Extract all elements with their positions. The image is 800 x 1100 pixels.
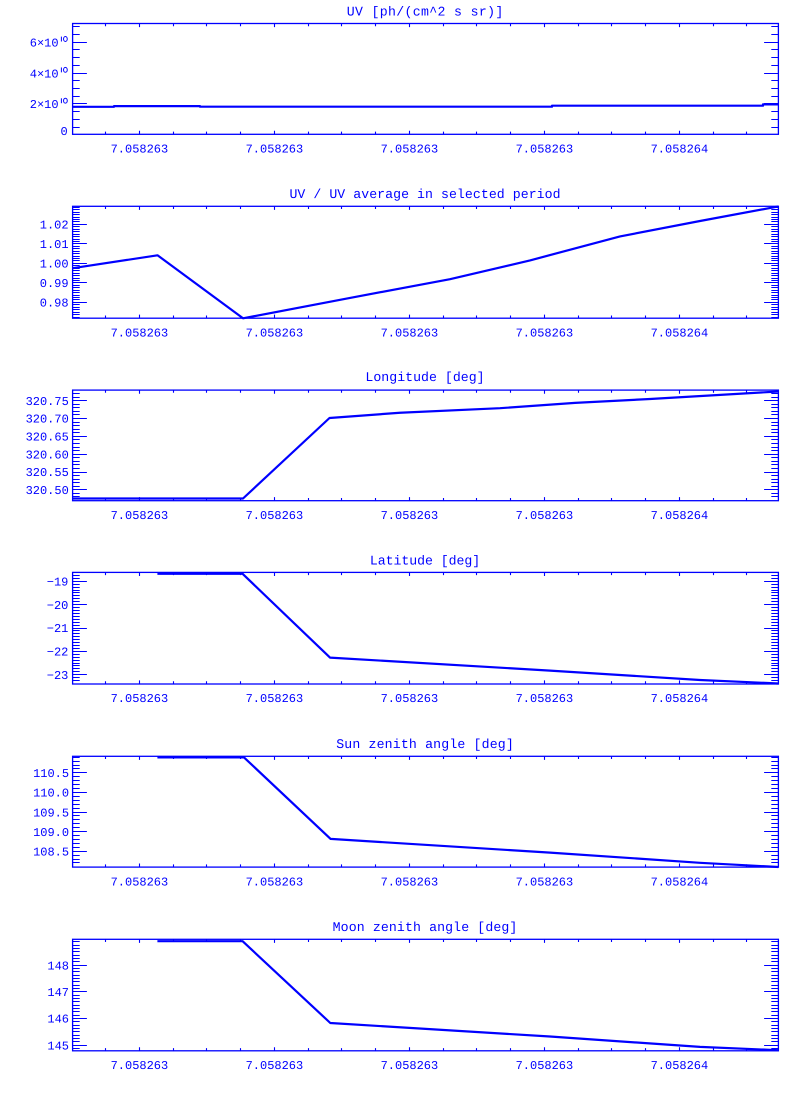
svg-text:7.058264: 7.058264	[651, 509, 709, 523]
svg-text:110.0: 110.0	[33, 787, 69, 801]
svg-text:7.058263: 7.058263	[111, 692, 169, 706]
svg-text:320.60: 320.60	[26, 448, 69, 462]
svg-text:7.058263: 7.058263	[111, 1059, 169, 1073]
svg-text:−20: −20	[47, 599, 69, 613]
svg-text:147: 147	[47, 986, 69, 1000]
svg-text:−21: −21	[47, 622, 69, 636]
svg-text:7.058264: 7.058264	[651, 692, 709, 706]
svg-text:1.01: 1.01	[40, 238, 69, 252]
svg-text:Longitude [deg]: Longitude [deg]	[365, 370, 484, 385]
svg-text:6×10: 6×10	[30, 36, 59, 50]
svg-text:148: 148	[47, 959, 69, 973]
svg-text:7.058263: 7.058263	[381, 692, 439, 706]
svg-text:7.058263: 7.058263	[516, 326, 574, 340]
svg-text:7.058263: 7.058263	[246, 143, 304, 157]
svg-text:4×10: 4×10	[30, 67, 59, 81]
svg-text:−19: −19	[47, 576, 69, 590]
svg-text:7.058263: 7.058263	[516, 875, 574, 889]
svg-text:320.75: 320.75	[26, 395, 69, 409]
svg-text:1.00: 1.00	[40, 258, 69, 272]
svg-text:7.058263: 7.058263	[246, 692, 304, 706]
svg-text:UV [ph/(cm^2 s sr)]: UV [ph/(cm^2 s sr)]	[347, 4, 504, 19]
svg-text:109.0: 109.0	[33, 826, 69, 840]
svg-text:7.058263: 7.058263	[381, 326, 439, 340]
svg-text:110.5: 110.5	[33, 767, 69, 781]
svg-text:1.02: 1.02	[40, 219, 69, 233]
svg-text:7.058263: 7.058263	[111, 875, 169, 889]
svg-text:2×10: 2×10	[30, 98, 59, 112]
svg-text:7.058263: 7.058263	[246, 509, 304, 523]
svg-text:7.058263: 7.058263	[516, 692, 574, 706]
svg-text:7.058263: 7.058263	[111, 509, 169, 523]
svg-text:7.058264: 7.058264	[651, 143, 709, 157]
svg-text:−22: −22	[47, 646, 69, 660]
svg-text:7.058263: 7.058263	[381, 143, 439, 157]
svg-text:320.55: 320.55	[26, 466, 69, 480]
svg-text:0.99: 0.99	[40, 277, 69, 291]
svg-text:7.058263: 7.058263	[246, 1059, 304, 1073]
svg-text:Moon zenith angle [deg]: Moon zenith angle [deg]	[333, 920, 518, 935]
svg-text:Latitude [deg]: Latitude [deg]	[370, 554, 480, 569]
svg-text:108.5: 108.5	[33, 845, 69, 859]
svg-text:146: 146	[47, 1013, 69, 1027]
svg-text:7.058264: 7.058264	[651, 1059, 709, 1073]
svg-text:7.058264: 7.058264	[651, 875, 709, 889]
svg-text:7.058263: 7.058263	[381, 1059, 439, 1073]
svg-text:7.058263: 7.058263	[381, 509, 439, 523]
svg-text:−23: −23	[47, 669, 69, 683]
svg-text:145: 145	[47, 1039, 69, 1053]
svg-text:7.058263: 7.058263	[246, 875, 304, 889]
svg-text:7.058263: 7.058263	[111, 143, 169, 157]
svg-text:7.058264: 7.058264	[651, 326, 709, 340]
svg-text:7.058263: 7.058263	[246, 326, 304, 340]
svg-text:320.65: 320.65	[26, 431, 69, 445]
svg-text:109.5: 109.5	[33, 806, 69, 820]
svg-text:7.058263: 7.058263	[381, 875, 439, 889]
svg-text:0: 0	[60, 125, 67, 139]
svg-text:7.058263: 7.058263	[516, 509, 574, 523]
svg-text:UV / UV average in selected pe: UV / UV average in selected period	[289, 187, 560, 202]
svg-text:320.50: 320.50	[26, 484, 69, 498]
svg-text:Sun zenith angle [deg]: Sun zenith angle [deg]	[336, 737, 514, 752]
svg-text:7.058263: 7.058263	[111, 326, 169, 340]
svg-text:7.058263: 7.058263	[516, 143, 574, 157]
svg-text:320.70: 320.70	[26, 413, 69, 427]
svg-text:7.058263: 7.058263	[516, 1059, 574, 1073]
svg-text:0.98: 0.98	[40, 297, 69, 311]
